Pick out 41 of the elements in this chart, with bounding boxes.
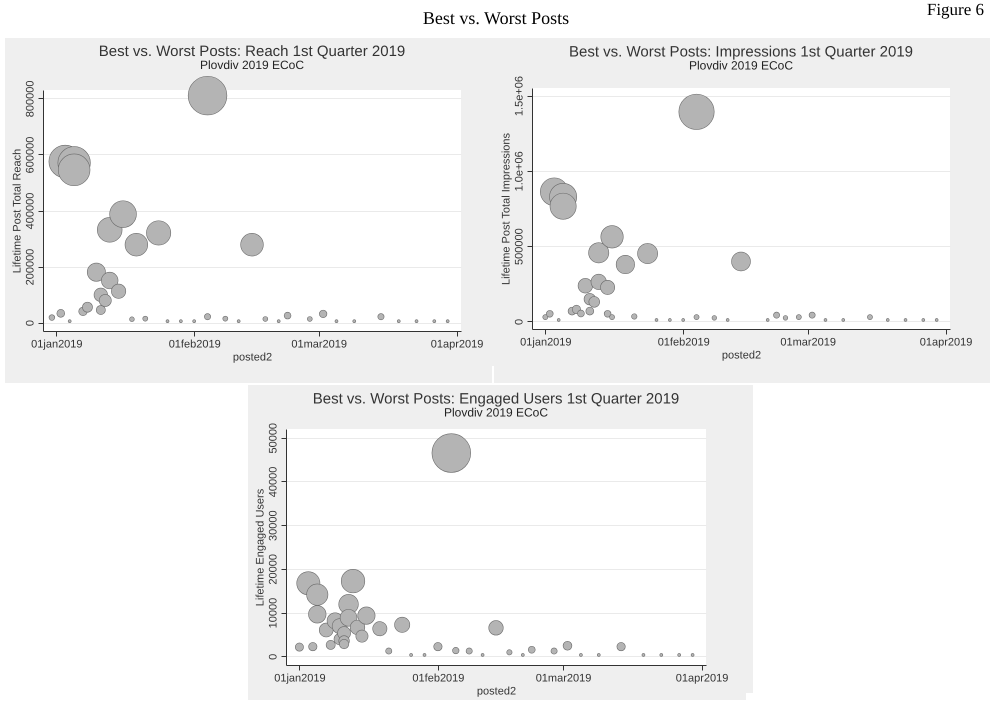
x-tick-label: 01jan2019 bbox=[31, 338, 83, 350]
y-tick-label: 30000 bbox=[268, 510, 280, 541]
chart-subtitle: Plovdiv 2019 ECoC bbox=[200, 58, 304, 72]
y-tick-label: 800000 bbox=[24, 80, 36, 118]
x-tick-label: 01jan2019 bbox=[520, 336, 572, 348]
chart-subtitle: Plovdiv 2019 ECoC bbox=[688, 58, 794, 72]
x-tick-label: 01mar2019 bbox=[780, 336, 836, 348]
x-tick-label: 01apr2019 bbox=[430, 338, 484, 350]
chart-title: Best vs. Worst Posts: Reach 1st Quarter 2019 bbox=[98, 43, 406, 60]
y-tick-label: 20000 bbox=[268, 554, 280, 585]
y-axis-title: Lifetime Engaged Users bbox=[254, 488, 266, 606]
x-tick-label: 01feb2019 bbox=[168, 338, 221, 350]
y-tick-label: 1.0e+06 bbox=[514, 151, 526, 192]
y-tick-label: 1.5e+06 bbox=[514, 76, 526, 116]
chart-subtitle: Plovdiv 2019 ECoC bbox=[444, 405, 548, 420]
y-tick-label: 600000 bbox=[24, 136, 36, 174]
y-axis-title: Lifetime Post Total Impressions bbox=[500, 132, 512, 286]
y-tick-label: 0 bbox=[268, 654, 280, 660]
text: Best vs. Worst Posts bbox=[422, 8, 570, 28]
y-tick-label: 50000 bbox=[268, 422, 280, 454]
x-axis-title: posted2 bbox=[722, 350, 762, 362]
y-tick-label: 40000 bbox=[268, 466, 280, 498]
x-tick-label: 01jan2019 bbox=[274, 672, 326, 684]
y-tick-label: 200000 bbox=[24, 248, 36, 286]
caption: Figure 6 bbox=[926, 0, 984, 20]
chart-title: Best vs. Worst Posts: Engaged Users 1st Quarter 2019 bbox=[312, 390, 680, 408]
y-axis-title: Lifetime Post Total Reach bbox=[12, 148, 24, 274]
y-tick-label: 0 bbox=[24, 320, 36, 326]
x-tick-label: 01mar2019 bbox=[291, 338, 348, 350]
x-axis-title: posted2 bbox=[476, 686, 516, 698]
y-tick-label: 10000 bbox=[268, 598, 280, 628]
x-tick-label: 01feb2019 bbox=[412, 672, 464, 684]
x-tick-label: 01mar2019 bbox=[536, 672, 592, 684]
x-axis-title: posted2 bbox=[232, 352, 272, 364]
chart-title: Best vs. Worst Posts: Impressions 1st Quarter 2019 bbox=[568, 43, 914, 60]
y-tick-label: 500000 bbox=[514, 228, 526, 266]
x-tick-label: 01feb2019 bbox=[658, 336, 710, 348]
y-tick-label: 400000 bbox=[24, 192, 36, 230]
x-tick-label: 01apr2019 bbox=[676, 672, 728, 684]
y-tick-label: 0 bbox=[514, 318, 526, 326]
x-tick-label: 01apr2019 bbox=[920, 336, 972, 348]
